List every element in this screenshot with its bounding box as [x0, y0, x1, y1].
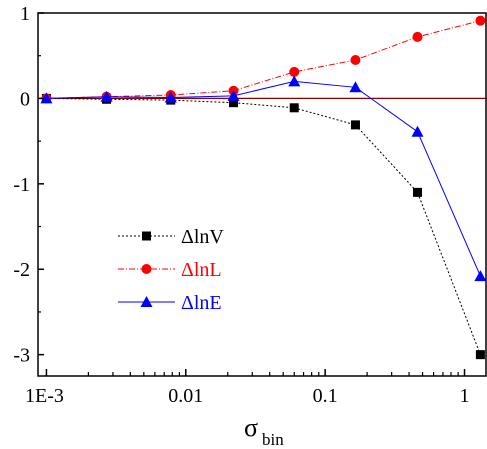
legend-label: ΔlnL	[181, 259, 222, 281]
data-point	[474, 270, 487, 282]
legend-marker	[141, 264, 152, 274]
data-point	[411, 125, 424, 137]
data-point	[227, 89, 240, 101]
y-tick-label: -2	[13, 259, 30, 281]
data-point	[40, 92, 53, 104]
x-axis-title-subscript: bin	[262, 430, 284, 449]
data-point	[412, 31, 423, 42]
series-2	[40, 75, 487, 282]
ticks-layer: 1 0 -1 -2 -3 1E-3 0.01 0.1 1	[13, 3, 469, 407]
x-axis-title: σ	[244, 413, 258, 442]
series-line	[46, 80, 481, 277]
legend: ΔlnV ΔlnL ΔlnE	[118, 226, 224, 314]
series-layer	[40, 15, 487, 360]
data-point	[100, 90, 113, 102]
y-tick-label: -1	[13, 174, 30, 196]
series-line	[46, 97, 481, 355]
data-point	[350, 120, 360, 130]
x-tick-label: 1E-3	[25, 385, 64, 407]
y-tick-label: 1	[20, 3, 30, 25]
data-point	[164, 91, 177, 103]
legend-label: ΔlnE	[181, 292, 222, 314]
legend-marker	[142, 231, 151, 241]
data-point	[289, 66, 300, 77]
series-1	[41, 15, 486, 104]
legend-marker	[140, 296, 153, 307]
y-tick-label: 0	[20, 88, 30, 110]
data-point	[475, 350, 485, 360]
data-point	[350, 54, 361, 65]
data-point	[229, 98, 239, 108]
series-line	[46, 20, 481, 99]
data-point	[288, 75, 301, 87]
data-point	[289, 103, 299, 113]
x-tick-label: 1	[460, 385, 470, 407]
data-point	[413, 187, 423, 197]
y-tick-label: -3	[13, 345, 30, 367]
legend-label: ΔlnV	[181, 226, 224, 248]
x-tick-label: 0.01	[168, 385, 203, 407]
data-point	[475, 15, 486, 26]
plot-frame	[37, 12, 487, 377]
x-tick-label: 0.1	[313, 385, 338, 407]
data-point	[349, 81, 362, 93]
